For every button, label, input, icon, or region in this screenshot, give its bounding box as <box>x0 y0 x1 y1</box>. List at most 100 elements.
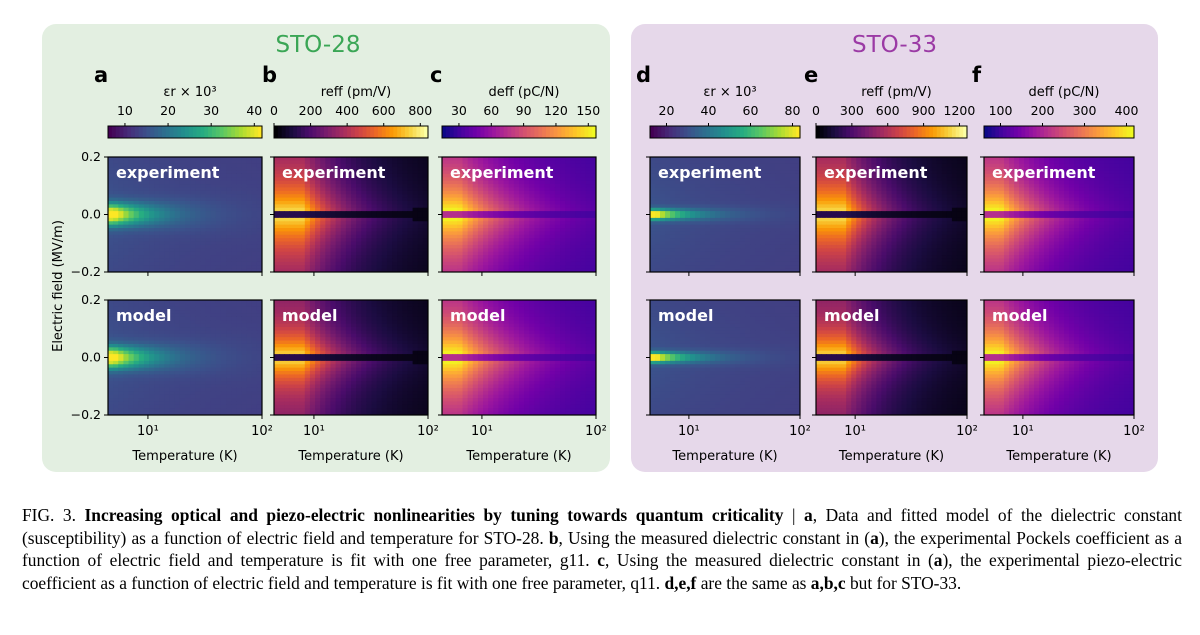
heatmap-cell <box>565 163 571 168</box>
heatmap-cell <box>190 340 196 345</box>
heatmap-cell <box>138 381 145 386</box>
heatmap-cell <box>493 211 499 215</box>
heatmap-cell <box>417 387 424 392</box>
heatmap-cell <box>113 217 119 222</box>
heatmap-cell <box>320 327 326 331</box>
heatmap-cell <box>575 170 582 175</box>
heatmap-cell <box>381 391 388 396</box>
heatmap-cell <box>210 157 217 161</box>
heatmap-cell <box>274 316 280 321</box>
heatmap-cell <box>133 224 140 229</box>
heatmap-cell <box>320 255 326 259</box>
heatmap-cell <box>215 303 222 308</box>
heatmap-cell <box>279 391 285 396</box>
heatmap-cell <box>366 170 373 175</box>
heatmap-cell <box>565 204 571 209</box>
heatmap-cell <box>143 190 150 195</box>
heatmap-cell <box>304 184 311 188</box>
colorbar-segment <box>161 126 167 138</box>
heatmap-cell <box>386 224 393 229</box>
heatmap-cell <box>417 251 424 256</box>
heatmap-cell <box>320 303 326 308</box>
heatmap-cell <box>330 265 337 270</box>
heatmap-cell <box>371 357 378 362</box>
heatmap-cell <box>304 360 311 365</box>
heatmap-cell <box>493 197 499 202</box>
heatmap-cell <box>108 167 114 172</box>
heatmap-cell <box>361 261 367 266</box>
heatmap-cell <box>190 217 196 222</box>
heatmap-cell <box>503 214 510 219</box>
heatmap-cell <box>361 187 367 192</box>
heatmap-cell <box>159 387 165 392</box>
heatmap-cell <box>251 340 258 345</box>
heatmap-cell <box>304 391 311 396</box>
heatmap-cell <box>128 377 135 382</box>
heatmap-cell <box>190 303 196 308</box>
heatmap-cell <box>452 231 458 236</box>
heatmap-cell <box>128 371 135 375</box>
heatmap-cell <box>467 167 474 172</box>
heatmap-cell <box>580 224 587 229</box>
heatmap-cell <box>185 160 191 165</box>
heatmap-cell <box>108 323 114 328</box>
heatmap-cell <box>256 323 263 328</box>
heatmap-cell <box>345 320 352 325</box>
heatmap-cell <box>417 350 424 355</box>
heatmap-cell <box>195 327 201 331</box>
heatmap-cell <box>361 228 367 232</box>
heatmap-cell <box>508 194 515 199</box>
heatmap-cell <box>335 214 342 219</box>
heatmap-cell <box>513 197 520 202</box>
heatmap-cell <box>256 194 263 199</box>
heatmap-cell <box>251 364 258 369</box>
heatmap-cell <box>251 411 258 416</box>
heatmap-cell <box>340 228 347 232</box>
heatmap-cell <box>570 157 576 161</box>
heatmap-cell <box>210 224 217 229</box>
heatmap-cell <box>386 157 393 161</box>
heatmap-cell <box>149 357 155 362</box>
heatmap-cell <box>246 347 253 352</box>
heatmap-cell <box>366 347 373 352</box>
heatmap-cell <box>128 170 135 175</box>
heatmap-cell <box>133 180 140 185</box>
heatmap-cell <box>195 360 201 365</box>
heatmap-cell <box>376 251 383 256</box>
heatmap-cell <box>284 327 290 331</box>
heatmap-cell <box>309 184 316 188</box>
heatmap-cell <box>149 228 155 232</box>
heatmap-cell <box>299 354 306 358</box>
heatmap-cell <box>231 364 237 369</box>
heatmap-cell <box>325 303 331 308</box>
heatmap-cell <box>179 347 186 352</box>
heatmap-cell <box>392 258 398 263</box>
heatmap-cell <box>575 207 582 212</box>
heatmap-cell <box>159 398 165 402</box>
heatmap-cell <box>524 190 530 195</box>
heatmap-cell <box>231 167 237 172</box>
heatmap-cell <box>309 157 316 161</box>
heatmap-cell <box>299 323 306 328</box>
heatmap-cell <box>304 217 311 222</box>
heatmap-cell <box>236 310 242 315</box>
heatmap-cell <box>174 160 181 165</box>
heatmap-cell <box>284 337 290 342</box>
colorbar-segment <box>219 126 225 138</box>
heatmap-cell <box>407 167 414 172</box>
heatmap-cell <box>386 391 393 396</box>
heatmap-cell <box>351 313 357 318</box>
heatmap-cell <box>570 224 576 229</box>
heatmap-cell <box>335 343 342 348</box>
heatmap-cell <box>231 387 237 392</box>
heatmap-cell <box>289 316 296 321</box>
heatmap-cell <box>376 371 383 375</box>
heatmap-cell <box>149 306 155 311</box>
heatmap-cell <box>356 394 362 399</box>
heatmap-cell <box>174 187 181 192</box>
heatmap-cell <box>205 371 212 375</box>
heatmap-cell <box>118 320 124 325</box>
colorbar-segment <box>254 126 259 138</box>
heatmap-cell <box>108 347 114 352</box>
heatmap-cell <box>220 187 227 192</box>
